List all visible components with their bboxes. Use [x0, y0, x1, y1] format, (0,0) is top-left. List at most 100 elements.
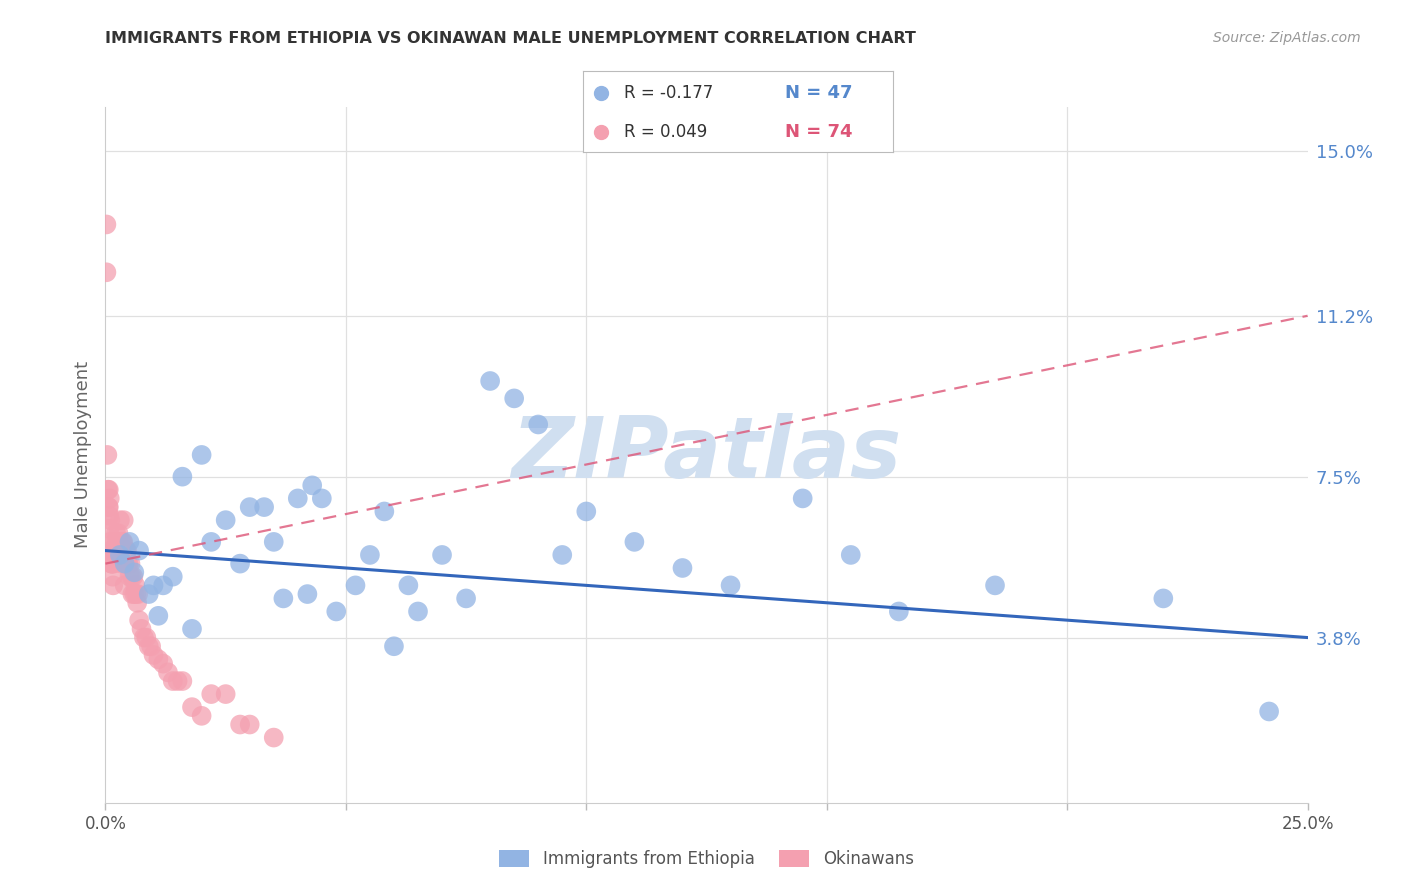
- Point: [984, 578, 1007, 592]
- Point: [97, 500, 120, 514]
- Point: [100, 557, 122, 571]
- Point: [117, 557, 139, 571]
- Point: [273, 591, 295, 606]
- Point: [214, 513, 236, 527]
- Point: [148, 608, 170, 623]
- Point: [311, 491, 333, 506]
- Point: [107, 526, 129, 541]
- Point: [142, 648, 165, 662]
- Point: [110, 535, 132, 549]
- Point: [105, 535, 128, 549]
- Text: N = 47: N = 47: [785, 84, 852, 102]
- Point: [103, 557, 125, 571]
- Point: [152, 657, 174, 671]
- Point: [142, 578, 165, 592]
- Point: [98, 508, 121, 523]
- Point: [114, 557, 136, 571]
- Point: [181, 700, 204, 714]
- Point: [98, 491, 121, 506]
- Point: [124, 566, 146, 580]
- Point: [103, 543, 125, 558]
- Point: [128, 613, 150, 627]
- Point: [115, 543, 138, 558]
- Point: [114, 557, 136, 571]
- Point: [117, 557, 139, 571]
- Point: [108, 513, 131, 527]
- Point: [96, 448, 118, 462]
- Point: [575, 504, 598, 518]
- Point: [115, 543, 138, 558]
- Point: [120, 557, 142, 571]
- Point: [214, 687, 236, 701]
- Point: [239, 717, 262, 731]
- Point: [120, 570, 142, 584]
- Text: ZIPatlas: ZIPatlas: [512, 413, 901, 497]
- Point: [114, 578, 136, 592]
- Point: [406, 605, 429, 619]
- Legend: Immigrants from Ethiopia, Okinawans: Immigrants from Ethiopia, Okinawans: [492, 843, 921, 874]
- Point: [111, 543, 134, 558]
- Point: [263, 535, 285, 549]
- Point: [503, 392, 526, 406]
- Point: [112, 513, 135, 527]
- Point: [430, 548, 453, 562]
- Point: [131, 622, 153, 636]
- Point: [671, 561, 693, 575]
- Text: Source: ZipAtlas.com: Source: ZipAtlas.com: [1213, 31, 1361, 45]
- Point: [152, 578, 174, 592]
- Point: [344, 578, 367, 592]
- Point: [104, 535, 127, 549]
- Point: [97, 500, 120, 514]
- Point: [479, 374, 502, 388]
- Point: [887, 605, 910, 619]
- Point: [105, 543, 128, 558]
- Point: [98, 513, 121, 527]
- Point: [110, 548, 132, 562]
- Point: [239, 500, 262, 514]
- Point: [108, 548, 131, 562]
- Point: [172, 674, 194, 689]
- Point: [792, 491, 814, 506]
- Text: R = -0.177: R = -0.177: [624, 84, 713, 102]
- Point: [105, 526, 128, 541]
- Point: [589, 124, 612, 138]
- Point: [301, 478, 323, 492]
- Point: [97, 483, 120, 497]
- Point: [1152, 591, 1174, 606]
- Point: [172, 469, 194, 483]
- Point: [190, 708, 212, 723]
- Point: [135, 631, 157, 645]
- Point: [104, 543, 127, 558]
- Point: [138, 587, 160, 601]
- Point: [166, 674, 188, 689]
- Text: N = 74: N = 74: [785, 122, 852, 141]
- Point: [148, 652, 170, 666]
- Point: [229, 557, 252, 571]
- Point: [396, 578, 419, 592]
- Point: [200, 535, 222, 549]
- Point: [156, 665, 179, 680]
- Point: [253, 500, 276, 514]
- Point: [527, 417, 550, 432]
- Point: [101, 557, 124, 571]
- Point: [1258, 705, 1281, 719]
- Point: [124, 587, 146, 601]
- Point: [162, 674, 184, 689]
- Point: [103, 548, 125, 562]
- Point: [127, 596, 149, 610]
- Point: [623, 535, 645, 549]
- Point: [96, 265, 118, 279]
- Point: [118, 535, 141, 549]
- Point: [287, 491, 309, 506]
- Point: [118, 570, 141, 584]
- Point: [359, 548, 381, 562]
- Point: [101, 570, 124, 584]
- Text: IMMIGRANTS FROM ETHIOPIA VS OKINAWAN MALE UNEMPLOYMENT CORRELATION CHART: IMMIGRANTS FROM ETHIOPIA VS OKINAWAN MAL…: [105, 31, 917, 46]
- Point: [127, 587, 149, 601]
- Point: [101, 578, 124, 592]
- Point: [181, 622, 204, 636]
- Point: [263, 731, 285, 745]
- Point: [100, 543, 122, 558]
- Point: [98, 522, 121, 536]
- Point: [720, 578, 742, 592]
